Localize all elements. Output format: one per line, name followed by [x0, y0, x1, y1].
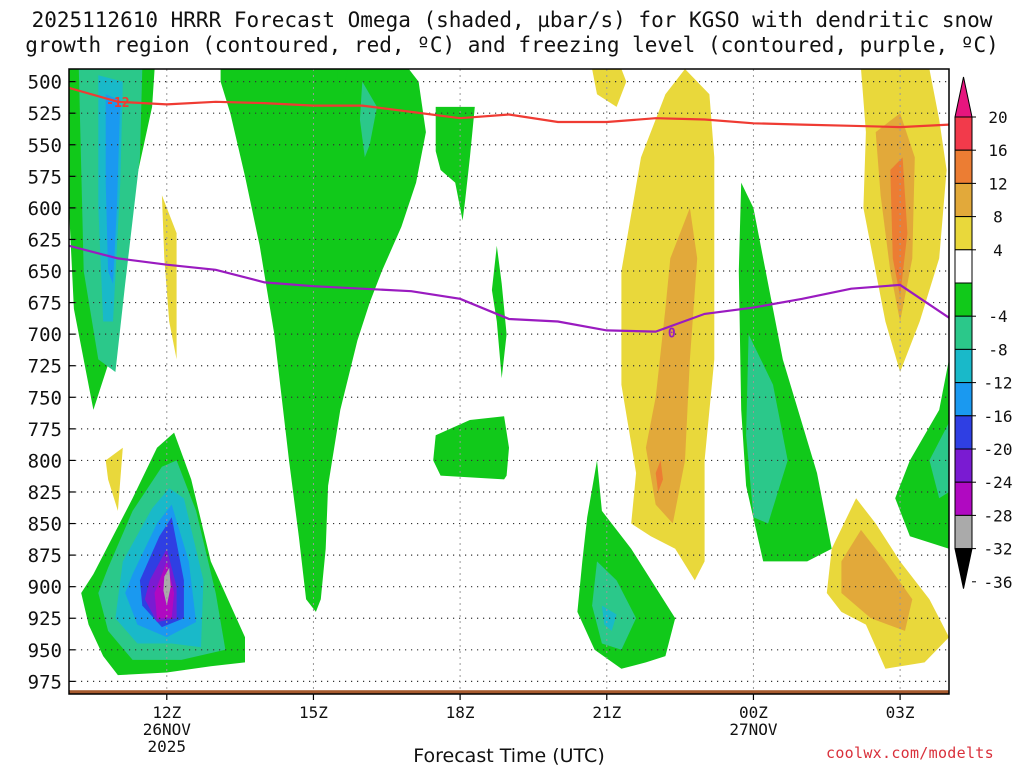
- omega-region-22: [592, 69, 627, 107]
- colorbar-label-4: 4: [993, 241, 1003, 260]
- credit-text: coolwx.com/modelts: [826, 744, 994, 762]
- ground-band: [69, 690, 949, 694]
- y-tick-label-975: 975: [28, 671, 62, 693]
- title-line-2: growth region (contoured, red, ºC) and f…: [25, 33, 999, 57]
- colorbar-bin-2: [954, 182, 973, 218]
- y-tick-label-775: 775: [28, 419, 62, 441]
- chart-title: 2025112610 HRRR Forecast Omega (shaded, …: [0, 8, 1024, 58]
- colorbar-label-12: -32: [984, 540, 1013, 559]
- contour-line-0: [69, 86, 949, 129]
- x-tick-label-15Z: 15Z: [299, 703, 328, 722]
- omega-region-30: [890, 157, 908, 297]
- colorbar-label-9: -20: [984, 440, 1013, 459]
- x-tick-year-12Z: 2025: [148, 737, 187, 756]
- colorbar-bin-1: [954, 149, 973, 184]
- omega-region-3: [105, 94, 121, 284]
- y-tick-label-550: 550: [28, 135, 62, 157]
- plot-frame: [68, 68, 950, 695]
- grid-lines: [69, 69, 949, 694]
- x-tick-label-12Z: 12Z: [152, 703, 181, 722]
- colorbar-bin-6: [954, 315, 973, 350]
- colorbar-bin-12: [954, 514, 973, 550]
- y-tick-label-650: 650: [28, 261, 62, 283]
- y-tick-label-600: 600: [28, 198, 62, 220]
- y-tick-label-850: 850: [28, 514, 62, 536]
- omega-region-32: [841, 529, 913, 631]
- y-tick-label-575: 575: [28, 166, 62, 188]
- y-tick-label-875: 875: [28, 545, 62, 567]
- omega-shading: [69, 69, 949, 694]
- y-tick-label-700: 700: [28, 324, 62, 346]
- colorbar-bin-10: [954, 448, 973, 483]
- y-tick-label-800: 800: [28, 450, 62, 472]
- colorbar-bin-4: [954, 249, 973, 284]
- omega-region-35: [337, 69, 348, 95]
- y-tick-label-950: 950: [28, 640, 62, 662]
- colorbar-top-arrow: [954, 76, 973, 118]
- colorbar-bin-11: [954, 481, 973, 516]
- colorbar-label-13: -36: [984, 573, 1013, 592]
- colorbar-label-7: -12: [984, 374, 1013, 393]
- omega-region-15: [359, 81, 377, 158]
- x-tick-label-00Z: 00Z: [739, 703, 768, 722]
- colorbar-bin-7: [954, 348, 973, 384]
- colorbar-label-6: -8: [988, 340, 1007, 359]
- omega-region-24: [645, 207, 698, 524]
- colorbar-label-5: -4: [988, 307, 1007, 326]
- y-tick-label-500: 500: [28, 72, 62, 94]
- colorbar-label-10: -24: [984, 473, 1013, 492]
- colorbar-bin-5: [954, 282, 973, 317]
- omega-region-27: [746, 334, 788, 524]
- contour-label-dgz: -12: [106, 96, 129, 111]
- colorbar-label-2: 12: [988, 174, 1007, 193]
- colorbar-label-11: -28: [984, 506, 1013, 525]
- temperature-contours: -12 0: [69, 86, 949, 342]
- chart-axes: 500 525 550 575 600 625 650 675 700 725 750 775 800 8…: [28, 68, 950, 756]
- y-tick-label-900: 900: [28, 577, 62, 599]
- y-tick-label-525: 525: [28, 103, 62, 125]
- omega-colorbar: 20 16 12 8 4 -4 -8 -12 -16 -20 -24 -28 -32 -36: [954, 76, 1013, 592]
- colorbar-label-1: 16: [988, 141, 1007, 160]
- y-tick-label-750: 750: [28, 387, 62, 409]
- title-line-1: 2025112610 HRRR Forecast Omega (shaded, …: [31, 8, 993, 32]
- contour-label-freezing: 0: [668, 327, 676, 342]
- y-tick-label-675: 675: [28, 293, 62, 315]
- omega-region-14: [220, 69, 426, 612]
- y-tick-label-725: 725: [28, 356, 62, 378]
- colorbar-bottom-arrow: [954, 548, 973, 589]
- omega-region-17: [491, 245, 507, 379]
- omega-region-18: [433, 416, 509, 480]
- x-tick-date-00Z: 27NOV: [729, 720, 778, 739]
- omega-region-5: [105, 447, 123, 511]
- y-tick-label-925: 925: [28, 608, 62, 630]
- x-tick-label-03Z: 03Z: [886, 703, 915, 722]
- omega-region-16: [435, 106, 475, 221]
- omega-region-4: [161, 195, 177, 360]
- omega-region-33: [895, 359, 949, 549]
- y-tick-label-625: 625: [28, 229, 62, 251]
- x-tick-label-21Z: 21Z: [592, 703, 621, 722]
- x-axis-title: Forecast Time (UTC): [413, 745, 605, 767]
- colorbar-bin-3: [954, 216, 973, 251]
- colorbar-bin-0: [954, 116, 973, 151]
- y-tick-label-825: 825: [28, 482, 62, 504]
- x-tick-label-18Z: 18Z: [446, 703, 475, 722]
- colorbar-bin-9: [954, 415, 973, 450]
- colorbar-label-3: 8: [993, 208, 1003, 227]
- colorbar-label-0: 20: [988, 108, 1007, 127]
- contour-line-1: [69, 244, 949, 333]
- colorbar-bin-8: [954, 382, 973, 417]
- colorbar-label-8: -16: [984, 407, 1013, 426]
- x-tick-date-12Z: 26NOV: [143, 720, 192, 739]
- omega-region-25: [655, 460, 663, 492]
- omega-region-20: [592, 561, 637, 650]
